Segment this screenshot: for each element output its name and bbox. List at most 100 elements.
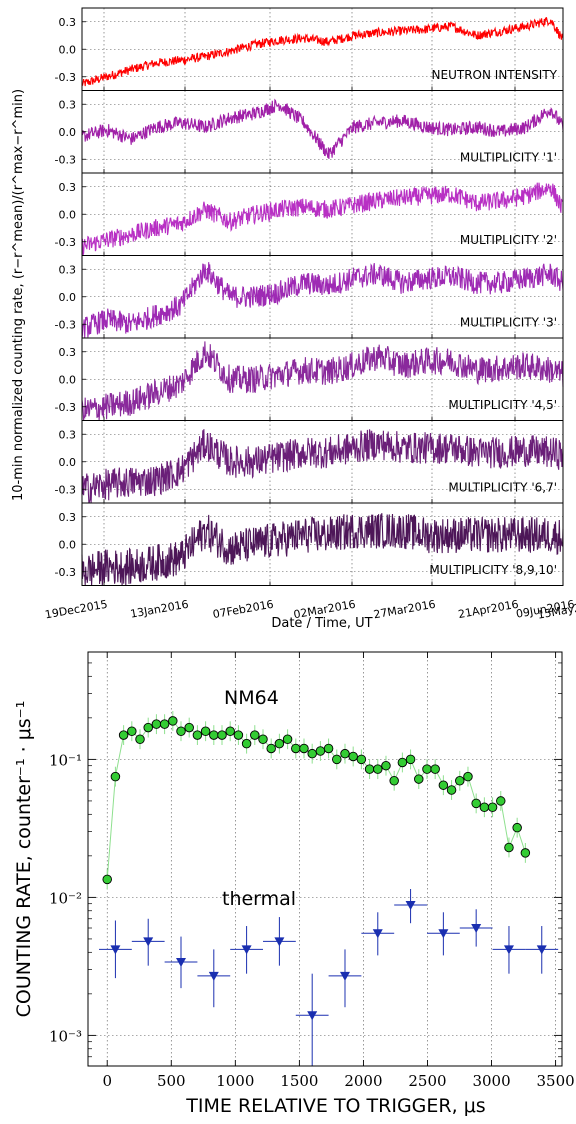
panel-label: MULTIPLICITY '1': [460, 151, 557, 165]
y-tick-label: -0.3: [55, 153, 76, 166]
nm64-point: [233, 730, 244, 740]
series-line-4: [81, 262, 564, 339]
series-line-5: [81, 341, 564, 421]
y-tick-label: 0.0: [59, 538, 77, 551]
nm64-point: [159, 719, 170, 729]
nm64-point: [151, 719, 162, 729]
nm64-point: [348, 751, 358, 762]
thermal-point: [471, 924, 482, 933]
thermal-point: [503, 945, 514, 955]
thermal-label: thermal: [222, 888, 296, 910]
y-tick-label: 0.3: [59, 263, 77, 276]
panel-label: MULTIPLICITY '8,9,10': [429, 563, 557, 577]
series-line-1: [81, 17, 564, 87]
x-tick-label: 2500: [408, 1072, 446, 1090]
nm64-point: [200, 726, 211, 736]
panel-4: 0.3 0.0 -0.3 MULTIPLICITY '3': [55, 255, 564, 339]
y-tick-label: -0.3: [55, 236, 76, 249]
x-tick-label: 27Mar2016: [372, 598, 436, 622]
multiplicity-time-series-chart: 0.3 0.0 -0.3 NEUTRON INTENSITY 0.3 0.0 -0.3 MUL…: [11, 7, 576, 631]
nm64-point: [397, 757, 408, 768]
y-tick-label: 0.0: [59, 43, 77, 56]
nm64-point: [520, 848, 531, 858]
thermal-point: [536, 945, 547, 955]
nm64-point: [463, 771, 473, 782]
panel-2: 0.3 0.0 -0.3 MULTIPLICITY '1': [55, 90, 564, 174]
thermal-point: [438, 929, 449, 939]
y-tick-label: 0.3: [59, 346, 77, 359]
thermal-point: [372, 929, 383, 939]
nm64-point: [184, 722, 194, 733]
nm64-point: [118, 730, 129, 740]
nm64-point: [340, 748, 350, 759]
y-tick-label: 0.0: [59, 373, 77, 386]
series-line-3: [81, 182, 564, 256]
nm64-point: [414, 774, 424, 784]
y-tick-label: 10⁻³: [49, 1027, 82, 1045]
x-tick-label: 1500: [280, 1072, 318, 1090]
nm64-point: [307, 748, 317, 759]
x-tick-label: 2000: [344, 1072, 382, 1090]
nm64-point: [405, 754, 416, 765]
y-tick-label: 0.3: [59, 181, 77, 194]
nm64-point: [479, 802, 490, 812]
nm64-point: [209, 730, 219, 740]
thermal-point: [176, 958, 187, 968]
panel-1: 0.3 0.0 -0.3 NEUTRON INTENSITY: [55, 7, 564, 91]
x-tick-label: 3500: [537, 1072, 575, 1090]
nm64-point: [430, 764, 440, 774]
thermal-point: [339, 971, 350, 981]
plot-frame: [87, 651, 563, 1067]
nm64-point: [332, 754, 342, 765]
panel-5: 0.3 0.0 -0.3 MULTIPLICITY '4,5': [55, 337, 564, 421]
nm64-point: [176, 726, 186, 736]
nm64-point: [512, 822, 522, 833]
y-axis-title: COUNTING RATE, counter⁻¹ · μs⁻¹: [13, 701, 35, 1018]
thermal-point: [405, 901, 416, 911]
y-tick-label: 0.0: [59, 291, 77, 304]
nm64-point: [192, 730, 203, 740]
x-tick-label: 19Dec2015: [44, 598, 109, 622]
thermal-point: [143, 937, 154, 947]
nm64-point: [487, 802, 498, 812]
y-tick-label: 0.0: [59, 208, 77, 221]
thermal-point: [274, 937, 285, 947]
nm64-label: NM64: [224, 687, 279, 709]
nm64-point: [282, 734, 293, 744]
x-axis-title: Date / Time, UT: [271, 616, 372, 631]
nm64-point: [291, 743, 301, 754]
y-tick-label: -0.3: [55, 318, 76, 331]
nm64-point: [504, 842, 514, 853]
nm64-point: [422, 764, 432, 774]
y-tick-label: 0.3: [59, 428, 77, 441]
nm64-point: [102, 874, 112, 885]
x-tick-label: 0: [102, 1072, 112, 1090]
nm64-point: [274, 738, 285, 749]
panel-label: MULTIPLICITY '2': [460, 233, 557, 247]
nm64-point: [373, 764, 383, 774]
nm64-point: [446, 785, 457, 795]
y-tick-label: 0.0: [59, 126, 77, 139]
nm64-point: [389, 776, 399, 786]
thermal-point: [307, 1011, 318, 1021]
panel-label: MULTIPLICITY '4,5': [448, 398, 557, 412]
panel-3: 0.3 0.0 -0.3 MULTIPLICITY '2': [55, 172, 564, 256]
nm64-point: [143, 722, 153, 733]
y-tick-label: 0.3: [59, 16, 77, 29]
y-tick-label: 0.3: [59, 98, 77, 111]
counting-rate-chart: 0 500 1000 1500 2000 2500 3000 3500 10⁻¹ 10⁻² 10⁻³…: [13, 651, 575, 1117]
nm64-point: [315, 746, 326, 756]
y-tick-label: -0.3: [55, 566, 76, 579]
x-axis-title: TIME RELATIVE TO TRIGGER, μs: [185, 1095, 485, 1117]
x-tick-label: 500: [157, 1072, 186, 1090]
thermal-point: [241, 945, 252, 955]
y-tick-label: 0.0: [59, 456, 77, 469]
nm64-point: [364, 764, 375, 774]
nm64-point: [250, 730, 260, 740]
x-tick-label: 13Jan2016: [129, 598, 189, 621]
panel-label: MULTIPLICITY '6,7': [448, 481, 557, 495]
panel-7: 0.3 0.0 -0.3 MULTIPLICITY '8,9,10': [55, 502, 564, 586]
nm64-point: [241, 738, 252, 749]
nm64-point: [127, 726, 137, 736]
